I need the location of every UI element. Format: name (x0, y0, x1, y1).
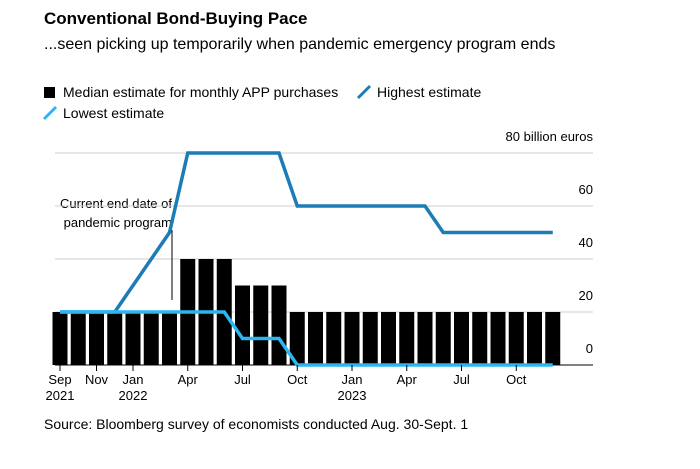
bar (454, 312, 469, 365)
source: Source: Bloomberg survey of economists c… (44, 416, 469, 432)
y-tick-label: 80 billion euros (505, 129, 593, 144)
bar (235, 285, 250, 365)
bar (508, 312, 524, 365)
y-tick-label: 0 (585, 341, 593, 356)
x-tick-label: Sep 2021 (45, 372, 75, 403)
bar (107, 312, 123, 365)
bar (162, 312, 177, 365)
x-tick-label: Jan 2023 (337, 372, 367, 403)
x-tick-label: Oct (287, 372, 308, 387)
x-tick-label: Jul (234, 372, 251, 387)
bar (125, 312, 141, 365)
bar (253, 285, 269, 365)
bar (545, 312, 561, 365)
bar (362, 312, 378, 365)
x-tick-label: Jan 2022 (118, 372, 148, 403)
x-tick-label: Jul (453, 372, 470, 387)
legend-swatch (356, 84, 372, 100)
y-tick-label: 20 (578, 288, 593, 303)
y-tick-label: 60 (578, 182, 593, 197)
bar (289, 312, 305, 365)
bar (326, 312, 342, 365)
bar (381, 312, 396, 365)
legend-label: Median estimate for monthly APP purchase… (63, 84, 339, 100)
x-tick-label: Nov (84, 372, 109, 387)
bar (344, 312, 360, 365)
chart-title: Conventional Bond-Buying Pace (44, 9, 308, 28)
legend-swatch (42, 105, 58, 121)
bar (70, 312, 86, 365)
bar (490, 312, 506, 365)
legend-label: Highest estimate (377, 84, 482, 100)
line-series (60, 151, 553, 314)
bar (435, 312, 451, 365)
bar (271, 285, 287, 365)
bar (399, 312, 415, 365)
y-tick-label: 40 (578, 235, 593, 250)
bar (472, 312, 488, 365)
legend-swatch (44, 87, 55, 98)
chart-subtitle: ...seen picking up temporarily when pand… (44, 36, 556, 53)
x-tick-label: Oct (506, 372, 527, 387)
annotation: Current end date of pandemic program (59, 196, 172, 230)
legend-label: Lowest estimate (63, 105, 165, 121)
x-tick-label: Apr (396, 372, 417, 387)
bar (527, 312, 542, 365)
bar (308, 312, 323, 365)
bar (52, 312, 68, 365)
bar (143, 312, 159, 365)
bar (89, 312, 104, 365)
bar (417, 312, 433, 365)
line-series (60, 310, 553, 367)
x-tick-label: Apr (177, 372, 198, 387)
